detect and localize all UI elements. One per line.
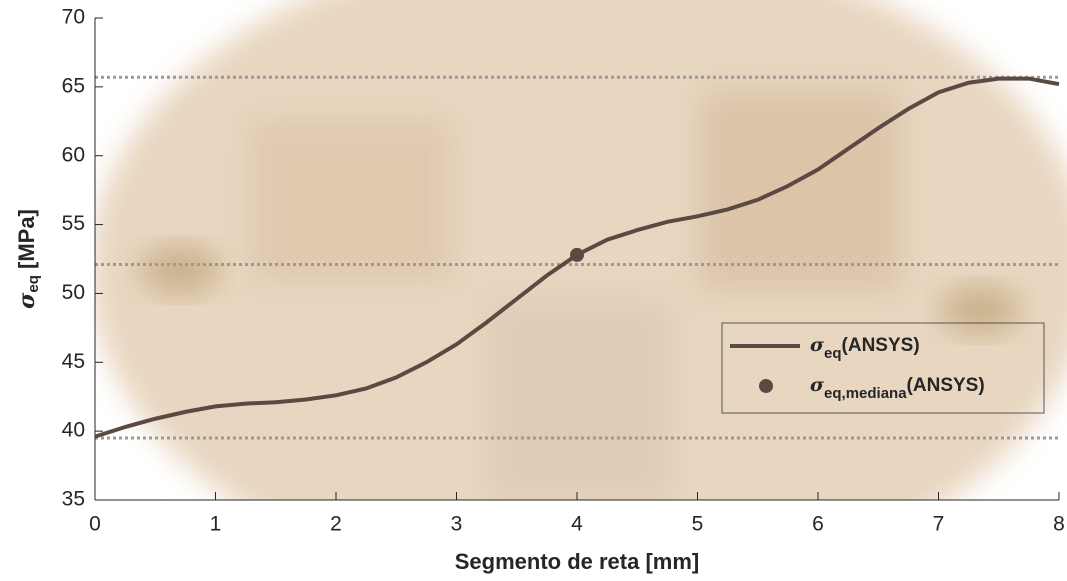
legend-symbol: σ (810, 334, 825, 356)
x-tick-label: 2 (330, 513, 342, 536)
legend-text: (ANSYS) (842, 335, 920, 356)
x-tick-label: 7 (933, 513, 945, 536)
y-tick-label: 60 (62, 143, 85, 166)
x-axis-label: Segmento de reta [mm] (455, 549, 700, 574)
legend-marker (759, 379, 773, 393)
legend-label: σeq(ANSYS) (810, 334, 920, 362)
y-axis-label: σeq [MPa] (14, 209, 42, 309)
x-tick-label: 5 (692, 513, 704, 536)
legend: σeq(ANSYS)σeq,mediana(ANSYS) (721, 322, 1045, 414)
x-tick-label: 3 (451, 513, 463, 536)
legend-symbol: σ (810, 374, 825, 396)
y-tick-label: 45 (62, 350, 85, 373)
x-tick-label: 1 (210, 513, 222, 536)
legend-subscript: eq,mediana (824, 385, 907, 402)
x-tick-label: 0 (89, 513, 101, 536)
y-tick-label: 65 (62, 74, 85, 97)
legend-text: (ANSYS) (907, 375, 985, 396)
x-tick-label: 8 (1053, 513, 1065, 536)
legend-label: σeq,mediana(ANSYS) (810, 374, 985, 402)
y-tick-label: 40 (62, 419, 85, 442)
legend-subscript: eq (824, 345, 842, 362)
y-tick-label: 50 (62, 281, 85, 304)
background-photo (95, 0, 1067, 500)
point (570, 247, 584, 262)
y-tick-label: 35 (62, 488, 85, 511)
y-tick-label: 70 (62, 6, 85, 29)
x-tick-label: 4 (571, 513, 583, 536)
y-tick-label: 55 (62, 212, 85, 235)
legend-box (721, 322, 1045, 414)
x-tick-label: 6 (812, 513, 824, 536)
